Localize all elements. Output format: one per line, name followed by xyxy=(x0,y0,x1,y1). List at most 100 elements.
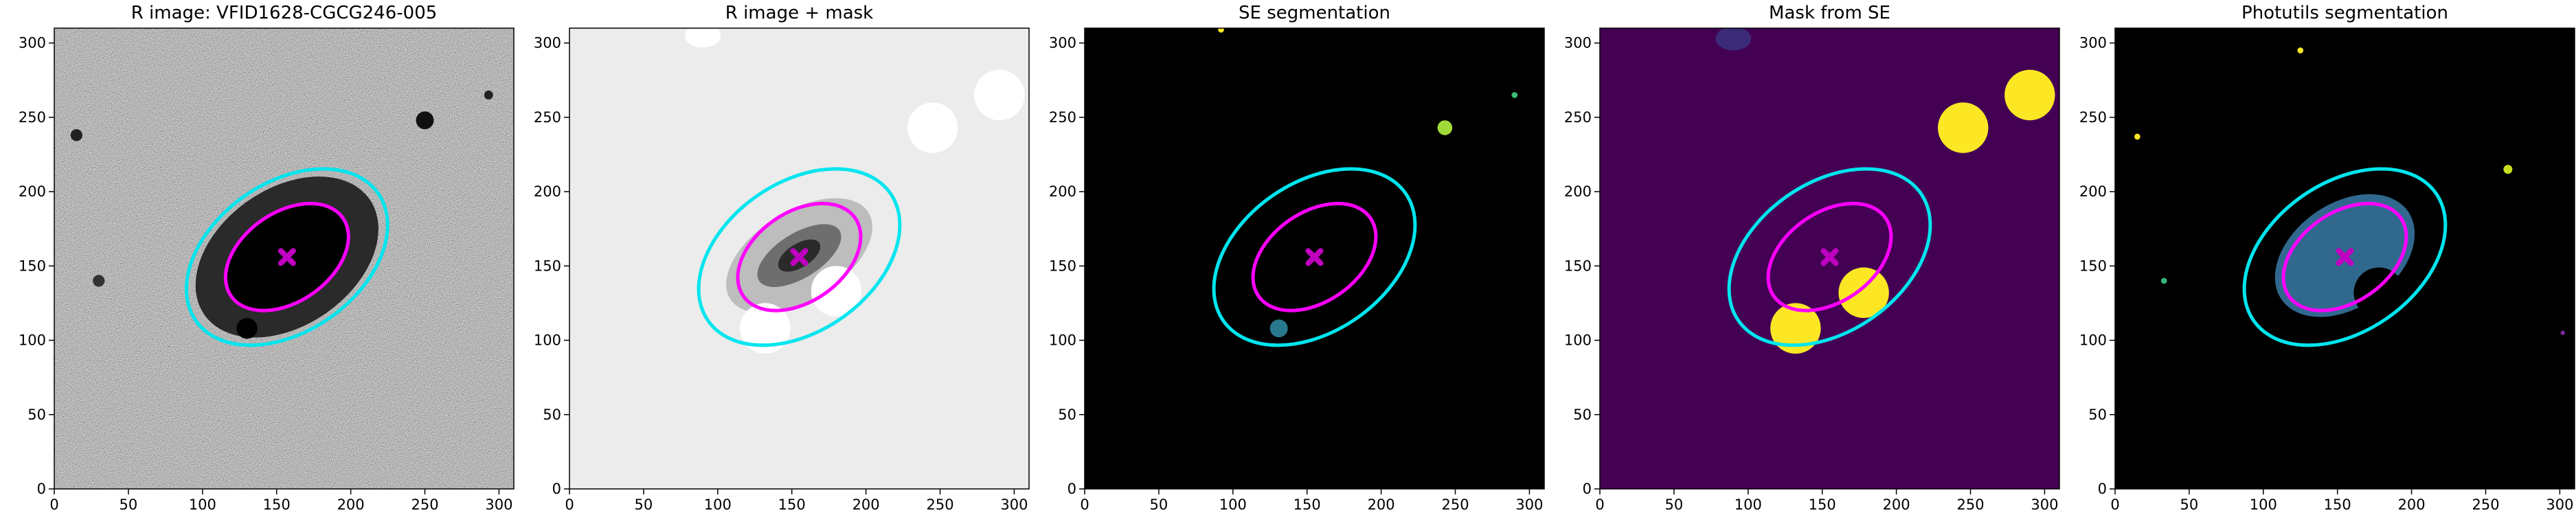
aperture-ellipse xyxy=(2281,201,2408,312)
blob xyxy=(70,129,83,141)
center-marker xyxy=(1820,248,1839,266)
x-tick-label: 150 xyxy=(778,496,806,513)
y-tick-label: 0 xyxy=(37,481,46,497)
y-tick-label: 250 xyxy=(2079,109,2107,126)
y-tick-label: 100 xyxy=(534,332,561,349)
blob xyxy=(2160,277,2167,284)
x-tick-label: 150 xyxy=(2324,496,2351,513)
y-tick-label: 0 xyxy=(1067,481,1076,497)
x-tick-label: 300 xyxy=(1515,496,1543,513)
x-tick-label: 0 xyxy=(49,496,58,513)
y-tick-label: 300 xyxy=(2079,35,2107,52)
x-tick-label: 300 xyxy=(1000,496,1028,513)
aperture-ellipse xyxy=(697,167,902,347)
y-tick-label: 150 xyxy=(1564,258,1592,274)
blob xyxy=(1269,319,1288,338)
y-tick-label: 0 xyxy=(2098,481,2107,497)
blob xyxy=(2560,330,2565,335)
blob xyxy=(2297,47,2304,54)
blob xyxy=(2134,133,2140,140)
y-tick-label: 200 xyxy=(534,183,561,200)
y-tick-label: 300 xyxy=(19,35,46,52)
y-tick-label: 50 xyxy=(543,407,561,423)
center-marker xyxy=(1305,248,1324,266)
aperture-ellipse xyxy=(1251,201,1378,312)
blob xyxy=(1511,92,1518,98)
y-tick-label: 300 xyxy=(534,35,561,52)
aperture-ellipse xyxy=(1766,201,1893,312)
y-tick-label: 200 xyxy=(2079,183,2107,200)
x-tick-label: 50 xyxy=(120,496,138,513)
image-area xyxy=(54,28,514,489)
x-tick-label: 100 xyxy=(2250,496,2277,513)
x-tick-label: 0 xyxy=(565,496,574,513)
axes-frame xyxy=(1599,27,2060,490)
aperture-ellipse xyxy=(223,201,350,312)
x-tick-label: 50 xyxy=(1665,496,1684,513)
y-tick-label: 50 xyxy=(2088,407,2107,423)
aperture-ellipse xyxy=(736,201,863,312)
panel: 0 50 100 150 200 250 300 0 50 100 150 200 250 300 R im… xyxy=(534,3,1030,513)
x-tick-label: 0 xyxy=(1595,496,1604,513)
blob xyxy=(740,303,791,354)
x-tick-label: 200 xyxy=(1883,496,1910,513)
image-area xyxy=(2115,28,2575,489)
blob xyxy=(2353,267,2404,319)
blob xyxy=(811,266,862,317)
axes-frame xyxy=(2114,27,2575,490)
y-tick-label: 250 xyxy=(534,109,561,126)
y-tick-label: 0 xyxy=(552,481,561,497)
x-tick-label: 150 xyxy=(1809,496,1836,513)
x-tick-label: 250 xyxy=(1956,496,1984,513)
y-tick-label: 50 xyxy=(1573,407,1592,423)
blob xyxy=(685,28,721,48)
blob xyxy=(236,318,258,339)
y-tick-label: 250 xyxy=(1049,109,1076,126)
x-tick-label: 200 xyxy=(2398,496,2426,513)
y-tick-label: 150 xyxy=(2079,258,2107,274)
y-tick-label: 250 xyxy=(19,109,46,126)
image-area xyxy=(569,28,1029,489)
axes-frame xyxy=(569,27,1030,490)
x-tick-label: 100 xyxy=(1735,496,1762,513)
center-marker xyxy=(790,248,809,266)
blob xyxy=(2004,69,2055,121)
y-tick-label: 0 xyxy=(1583,481,1592,497)
aperture-ellipse xyxy=(2242,167,2448,347)
y-tick-label: 100 xyxy=(1564,332,1592,349)
y-tick-label: 200 xyxy=(1564,183,1592,200)
x-tick-label: 50 xyxy=(635,496,653,513)
y-tick-label: 200 xyxy=(1049,183,1076,200)
blob xyxy=(416,111,434,130)
image-area xyxy=(1600,28,2059,489)
blob xyxy=(93,275,105,287)
image-area xyxy=(1085,28,1544,489)
panel: 0 50 100 150 200 250 300 0 50 100 150 200 250 300 Mask… xyxy=(1564,3,2060,513)
blob xyxy=(1938,102,1989,153)
x-tick-label: 100 xyxy=(189,496,216,513)
panel: 0 50 100 150 200 250 300 0 50 100 150 200 250 300 R im… xyxy=(19,3,515,513)
blob xyxy=(484,90,493,100)
blob xyxy=(1218,28,1224,33)
x-tick-label: 300 xyxy=(2031,496,2058,513)
aperture-ellipse xyxy=(1727,167,1932,347)
y-tick-label: 50 xyxy=(27,407,46,423)
blob xyxy=(1437,120,1453,135)
x-tick-label: 300 xyxy=(2546,496,2573,513)
panel-title: R image: VFID1628-CGCG246-005 xyxy=(131,3,438,23)
x-tick-label: 250 xyxy=(926,496,953,513)
blob xyxy=(2503,165,2513,174)
y-tick-label: 150 xyxy=(19,258,46,274)
panel: 0 50 100 150 200 250 300 0 50 100 150 200 250 300 SE s… xyxy=(1049,3,1545,513)
x-tick-label: 250 xyxy=(1441,496,1469,513)
x-tick-label: 300 xyxy=(485,496,512,513)
blob xyxy=(907,102,958,153)
y-tick-label: 200 xyxy=(19,183,46,200)
x-tick-label: 50 xyxy=(1150,496,1168,513)
blob xyxy=(1770,303,1821,354)
x-tick-label: 100 xyxy=(1219,496,1247,513)
panel-title: Mask from SE xyxy=(1769,3,1890,23)
y-tick-label: 50 xyxy=(1058,407,1076,423)
y-tick-label: 300 xyxy=(1564,35,1592,52)
